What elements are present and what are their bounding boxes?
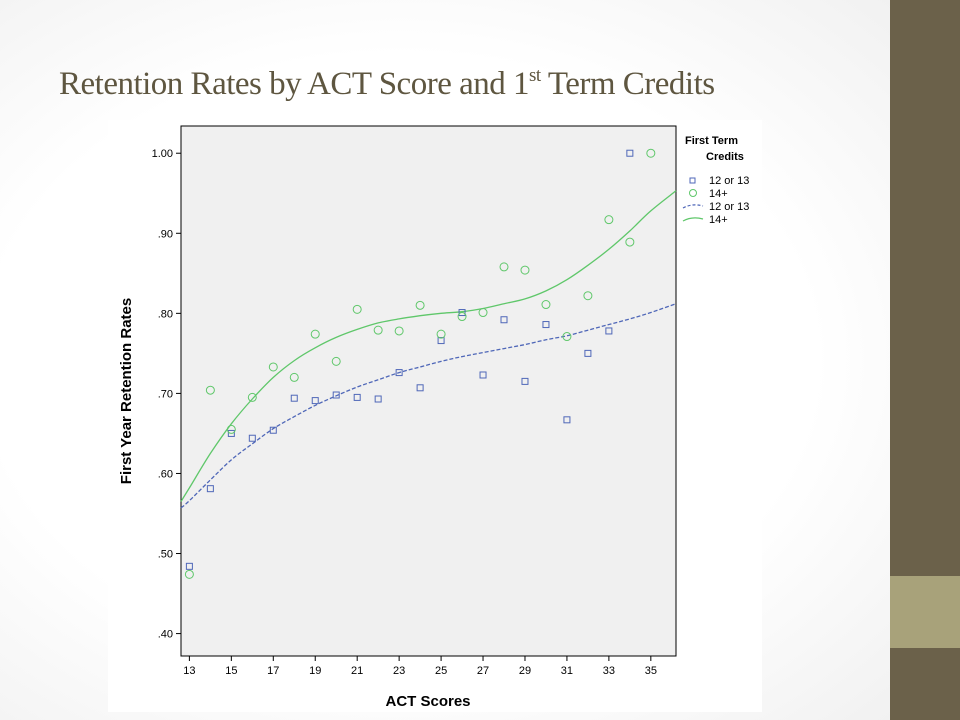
- point-14-plus: [205, 385, 215, 395]
- point-12-or-13: [584, 349, 592, 357]
- point-14-plus: [226, 424, 236, 434]
- legend-label: 12 or 13: [709, 201, 749, 213]
- slide-title-main: Retention Rates by ACT Score and 1: [59, 66, 530, 102]
- x-tick-label: 29: [519, 665, 531, 677]
- point-14-plus: [604, 215, 614, 225]
- point-14-plus: [289, 372, 299, 382]
- point-12-or-13: [416, 384, 424, 392]
- point-12-or-13: [311, 397, 319, 405]
- y-axis: .40 .50 .60 .70 .80 .90 1.00: [152, 148, 181, 641]
- point-12-or-13: [542, 321, 550, 329]
- x-axis-title: ACT Scores: [385, 693, 470, 710]
- legend-label: 12 or 13: [709, 175, 749, 187]
- fit-line-12-or-13: [180, 303, 677, 509]
- point-14-plus: [247, 392, 257, 402]
- legend-title-line2: Credits: [706, 151, 744, 163]
- x-tick-label: 13: [183, 665, 195, 677]
- x-tick-label: 33: [603, 665, 615, 677]
- y-tick-label: .60: [158, 468, 173, 480]
- point-14-plus: [478, 308, 488, 318]
- y-tick-label: .70: [158, 388, 173, 400]
- point-12-or-13: [479, 371, 487, 379]
- point-14-plus: [394, 326, 404, 336]
- y-tick-label: .90: [158, 228, 173, 240]
- point-12-or-13: [458, 309, 466, 317]
- fit-line-14-plus: [180, 190, 677, 502]
- plot-area: [180, 125, 677, 657]
- point-12-or-13: [353, 393, 361, 401]
- x-tick-label: 35: [645, 665, 657, 677]
- point-14-plus: [583, 291, 593, 301]
- point-14-plus: [310, 329, 320, 339]
- point-12-or-13: [248, 434, 256, 442]
- point-12-or-13: [605, 327, 613, 335]
- fit-lines: [180, 190, 677, 509]
- x-tick-label: 25: [435, 665, 447, 677]
- x-axis: 13 15 17 19 21 23 25 27 29 31 33 35: [183, 656, 657, 677]
- point-12-or-13: [437, 337, 445, 345]
- point-12-or-13: [227, 429, 235, 437]
- retention-chart: .40 .50 .60 .70 .80 .90 1.00 13 15 17 19 21 23 25 27 2…: [118, 125, 749, 710]
- point-14-plus: [352, 304, 362, 314]
- point-14-plus: [646, 148, 656, 158]
- point-12-or-13: [185, 562, 193, 570]
- legend-swatch-solid-line: [682, 217, 704, 222]
- point-12-or-13: [374, 395, 382, 403]
- point-12-or-13: [290, 394, 298, 402]
- sidebar-accent-bottom: [890, 648, 960, 720]
- point-12-or-13: [206, 485, 214, 493]
- point-12-or-13: [521, 377, 529, 385]
- point-14-plus: [457, 312, 467, 322]
- point-12-or-13: [332, 391, 340, 399]
- y-tick-label: 1.00: [152, 148, 173, 160]
- point-12-or-13: [500, 316, 508, 324]
- x-tick-label: 19: [309, 665, 321, 677]
- x-tick-label: 27: [477, 665, 489, 677]
- x-tick-label: 21: [351, 665, 363, 677]
- x-tick-label: 17: [267, 665, 279, 677]
- point-14-plus: [499, 262, 509, 272]
- point-14-plus: [436, 329, 446, 339]
- legend-label: 14+: [709, 214, 728, 226]
- point-14-plus: [625, 237, 635, 247]
- sidebar-accent-middle: [890, 576, 960, 648]
- y-axis-title: First Year Retention Rates: [118, 298, 135, 484]
- point-14-plus: [373, 325, 383, 335]
- point-12-or-13: [563, 416, 571, 424]
- point-14-plus: [268, 362, 278, 372]
- slide-title-superscript: st: [529, 65, 541, 86]
- x-tick-label: 15: [225, 665, 237, 677]
- legend-swatch-circle: [689, 189, 697, 197]
- point-14-plus: [541, 300, 551, 310]
- y-tick-label: .40: [158, 629, 173, 641]
- x-tick-label: 23: [393, 665, 405, 677]
- legend-swatch-dashed-line: [682, 204, 704, 209]
- slide-title-end: Term Credits: [540, 66, 715, 102]
- point-12-or-13: [626, 149, 634, 157]
- point-14-plus: [184, 569, 194, 579]
- y-tick-label: .50: [158, 549, 173, 561]
- point-14-plus: [415, 300, 425, 310]
- data-markers: [184, 148, 656, 579]
- legend-label: 14+: [709, 188, 728, 200]
- point-14-plus: [331, 356, 341, 366]
- y-tick-label: .80: [158, 308, 173, 320]
- legend-title-line1: First Term: [685, 135, 738, 147]
- slide-title: Retention Rates by ACT Score and 1st Ter…: [59, 66, 859, 103]
- point-14-plus: [562, 332, 572, 342]
- point-12-or-13: [269, 426, 277, 434]
- point-14-plus: [520, 265, 530, 275]
- legend-swatch-square: [689, 177, 696, 184]
- point-12-or-13: [395, 369, 403, 377]
- sidebar-accent-top: [890, 0, 960, 576]
- x-tick-label: 31: [561, 665, 573, 677]
